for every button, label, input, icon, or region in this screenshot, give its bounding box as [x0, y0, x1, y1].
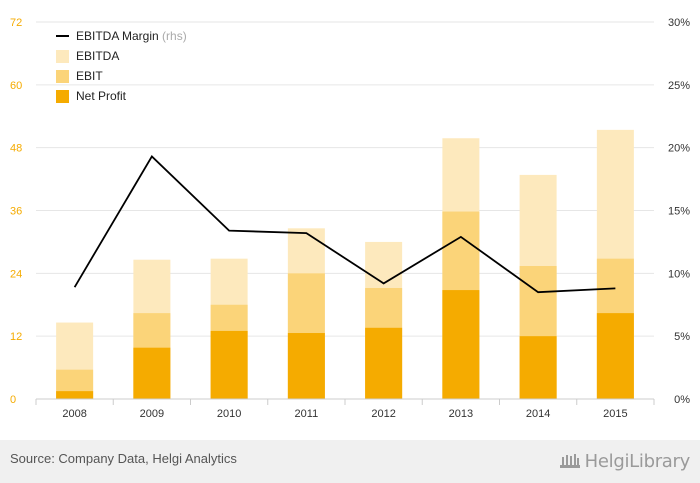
y-right-tick-label: 0% [674, 394, 690, 406]
x-tick-label: 2014 [526, 408, 550, 420]
x-tick-label: 2015 [603, 408, 627, 420]
bar-net-profit [287, 333, 325, 399]
x-tick-label: 2013 [449, 408, 473, 420]
bar-net-profit [442, 290, 480, 399]
helgi-library-logo[interactable]: HelgiLibrary [559, 448, 690, 474]
legend-swatch-net-profit [56, 90, 69, 103]
x-tick-label: 2010 [217, 408, 241, 420]
y-left-tick-label: 72 [10, 17, 22, 29]
y-left-tick-label: 48 [10, 143, 22, 155]
x-tick-label: 2011 [295, 408, 319, 420]
y-right-tick-label: 20% [668, 143, 690, 155]
bar-net-profit [133, 347, 171, 399]
footer: Source: Company Data, Helgi Analytics He… [0, 440, 700, 483]
source-note: Source: Company Data, Helgi Analytics [10, 451, 237, 466]
legend-label-ebit: EBIT [76, 69, 103, 83]
legend-label-ebitda-margin: EBITDA Margin (rhs) [76, 29, 187, 43]
x-tick-label: 2008 [62, 408, 86, 420]
bar-net-profit [56, 391, 94, 399]
chart: 0 12 24 36 48 60 72 0% 5% 10% 15% 20% 25% 30% 2008 2009… [10, 17, 690, 420]
y-right-tick-label: 25% [668, 80, 690, 92]
logo-text: HelgiLibrary [584, 450, 691, 472]
library-icon [559, 454, 580, 468]
bar-net-profit [519, 336, 557, 399]
y-left-tick-label: 60 [10, 80, 22, 92]
bar-net-profit [596, 313, 634, 399]
y-left-tick-label: 24 [10, 268, 22, 280]
y-left-tick-label: 0 [10, 394, 16, 406]
y-right-tick-label: 30% [668, 17, 690, 29]
grid-lines [36, 21, 654, 337]
legend-swatch-ebit [56, 70, 69, 83]
legend-label-ebitda: EBITDA [76, 49, 119, 63]
line-ebitda-margin [73, 155, 616, 294]
y-left-tick-label: 36 [10, 206, 22, 218]
legend-label-suffix: (rhs) [159, 29, 187, 43]
y-left-tick-label: 12 [10, 331, 22, 343]
y-right-tick-label: 10% [668, 268, 690, 280]
bars [56, 129, 634, 399]
margin-line [73, 155, 616, 294]
bar-net-profit [365, 327, 403, 399]
axes: 0 12 24 36 48 60 72 0% 5% 10% 15% 20% 25% 30% 2008 2009… [10, 17, 690, 420]
bar-net-profit [210, 330, 248, 399]
legend-swatch-ebitda [56, 50, 69, 63]
legend: EBITDA Margin (rhs) EBITDA EBIT Net Profit [56, 29, 187, 103]
y-right-tick-label: 15% [668, 206, 690, 218]
x-tick-label: 2009 [140, 408, 164, 420]
y-right-tick-label: 5% [674, 331, 690, 343]
x-tick-label: 2012 [371, 408, 395, 420]
legend-label-net-profit: Net Profit [76, 89, 127, 103]
